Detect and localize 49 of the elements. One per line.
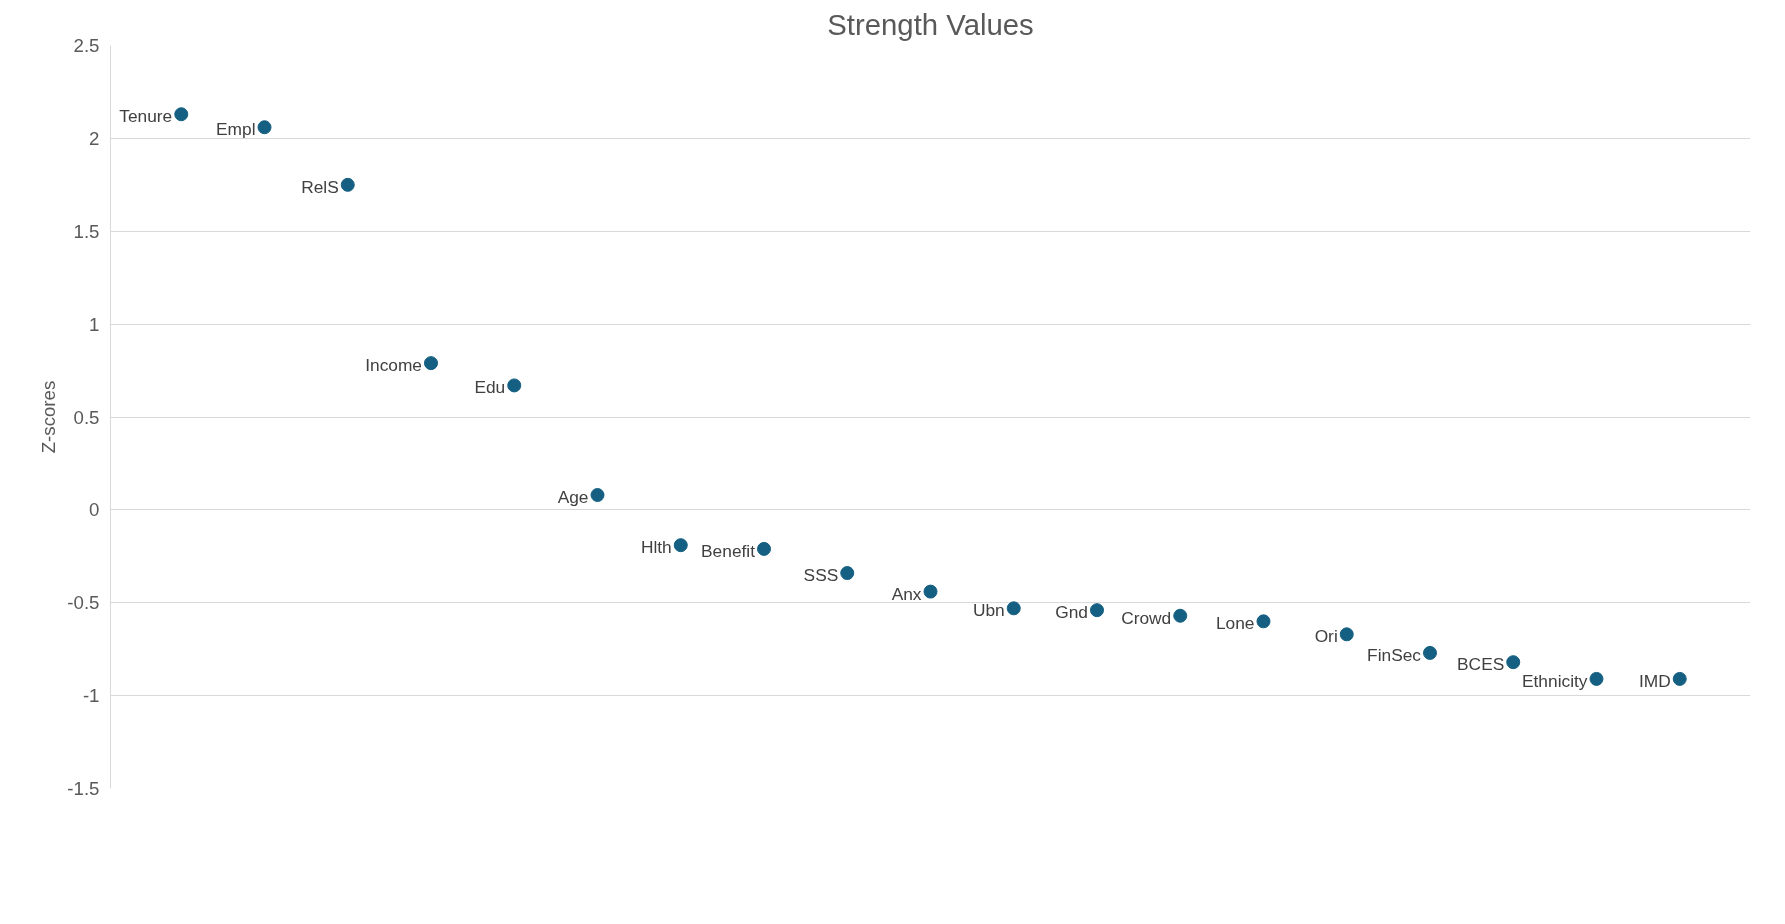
annotation: SSS [803,565,839,586]
y-tick-label: 2.5 [73,35,100,56]
annotation: Gnd [1055,602,1089,623]
point [1589,671,1604,686]
annotation: Anx [891,583,922,604]
point [840,566,855,581]
annotation: Lone [1215,613,1255,634]
annotation: Hlth [640,537,672,558]
y-tick-label: 1.5 [73,220,100,242]
point [507,378,522,393]
annotation: Ethnicity [1522,670,1588,691]
annotation: FinSec [1367,644,1422,665]
point [1090,603,1104,618]
point [1006,601,1021,616]
point [1339,627,1354,642]
point [757,541,771,556]
point [1422,645,1437,660]
y-tick-label: 2 [89,127,100,149]
annotation: IMD [1638,670,1671,691]
y-axis-title: Z-scores [38,380,60,454]
annotation: BCES [1457,654,1505,675]
annotation: Ori [1314,626,1338,647]
annotation: Tenure [119,106,173,127]
annotation: Ubn [972,600,1005,621]
point [1506,655,1521,670]
annotation: Crowd [1121,607,1172,628]
point [590,488,605,502]
point [1672,671,1687,686]
y-tick-label: -0.5 [67,592,100,614]
y-tick-label: 1 [89,313,100,335]
annotation: Benefit [701,540,756,561]
y-tick-label: 0.5 [73,406,100,428]
point [174,107,189,122]
annotation: Edu [474,377,506,398]
point [1256,614,1271,629]
chart-title: Strength Values [827,7,1034,41]
annotation: Income [365,355,423,376]
y-tick-label: -1.5 [67,778,100,799]
annotation: RelS [301,176,339,197]
y-tick-label: 0 [89,499,100,521]
annotation: Empl [216,119,256,140]
point [673,538,688,553]
y-tick-label: -1 [82,685,100,707]
point [340,177,355,192]
point [424,356,439,371]
point [257,120,272,135]
annotation: Age [557,487,589,508]
point [923,584,938,599]
point [1173,608,1188,623]
